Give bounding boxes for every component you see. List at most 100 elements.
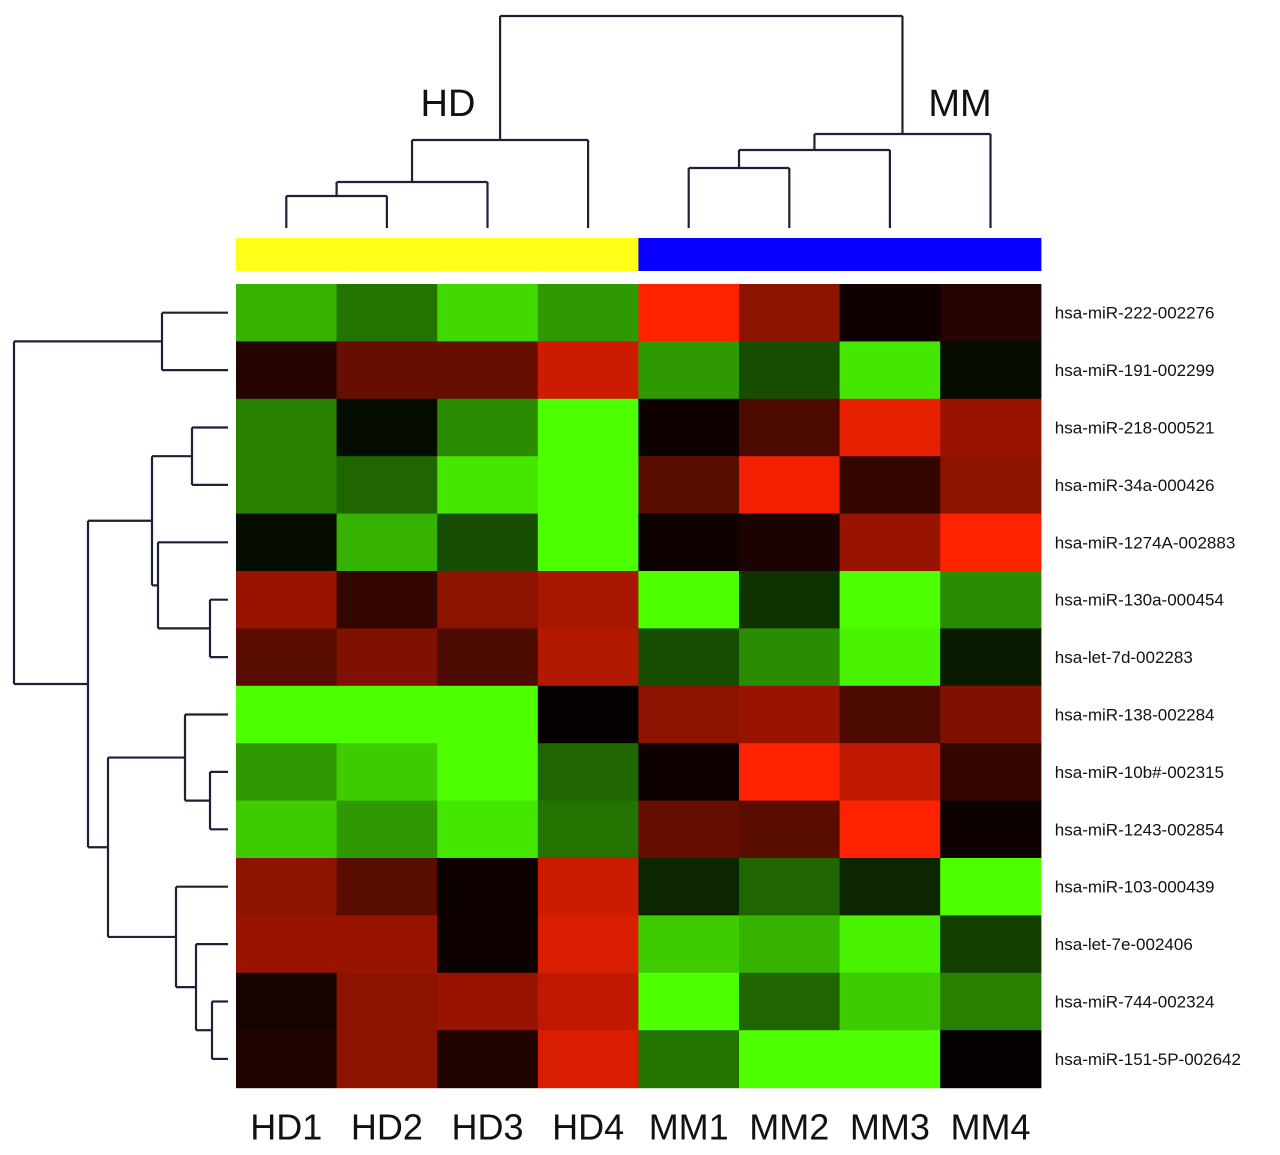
group-color-cell xyxy=(537,238,639,271)
heatmap-cell xyxy=(638,1030,740,1089)
heatmap-cell xyxy=(638,800,740,859)
heatmap-cell xyxy=(537,456,639,515)
heatmap-cell xyxy=(940,628,1042,687)
heatmap-cell xyxy=(940,858,1042,916)
heatmap-cell xyxy=(537,972,639,1031)
heatmap-cell xyxy=(336,284,438,342)
heatmap-cell xyxy=(336,972,438,1031)
row-labels: hsa-miR-222-002276 hsa-miR-191-002299 hsa-… xyxy=(1055,304,1241,1069)
heatmap-cell xyxy=(437,972,539,1031)
heatmap-cell xyxy=(236,398,338,457)
heatmap-cell xyxy=(940,456,1042,515)
heatmap-cell xyxy=(437,398,539,457)
heatmap-cell xyxy=(839,628,941,687)
heatmap-cell xyxy=(236,456,338,515)
heatmap-cell xyxy=(739,398,841,457)
heatmap-cell xyxy=(739,915,841,974)
heatmap-cell xyxy=(839,685,941,744)
heatmap-cell xyxy=(638,571,740,629)
heatmap-cell xyxy=(638,513,740,572)
heatmap-cell xyxy=(236,571,338,629)
heatmap-cell xyxy=(437,800,539,859)
heatmap-cell xyxy=(839,398,941,457)
heatmap-cell xyxy=(940,284,1042,342)
heatmap-cell xyxy=(437,284,539,342)
column-label: HD1 xyxy=(250,1107,322,1148)
group-color-cell xyxy=(437,238,539,271)
group-color-cell xyxy=(638,238,740,271)
heatmap-cell xyxy=(940,571,1042,629)
heatmap-cell xyxy=(537,1030,639,1089)
heatmap-cell xyxy=(739,456,841,515)
heatmap-cell xyxy=(638,972,740,1031)
row-dendrogram xyxy=(12,311,228,1061)
column-label: HD3 xyxy=(451,1107,523,1148)
row-label: hsa-miR-10b#-002315 xyxy=(1055,763,1224,782)
column-dendrogram xyxy=(285,14,992,228)
column-label: MM4 xyxy=(951,1107,1031,1148)
heatmap-cell xyxy=(940,513,1042,572)
row-label: hsa-let-7e-002406 xyxy=(1055,935,1193,954)
heatmap-cell xyxy=(336,1030,438,1089)
row-label: hsa-miR-1274A-002883 xyxy=(1055,533,1236,552)
heatmap-cell xyxy=(437,513,539,572)
heatmap-cell xyxy=(537,571,639,629)
group-label: HD xyxy=(421,83,476,125)
heatmap-cell xyxy=(839,284,941,342)
heatmap-cell xyxy=(236,858,338,916)
heatmap-cell xyxy=(940,972,1042,1031)
heatmap-cell xyxy=(739,628,841,687)
heatmap-cell xyxy=(839,800,941,859)
heatmap-cell xyxy=(739,858,841,916)
heatmap-cell xyxy=(437,456,539,515)
heatmap-cell xyxy=(437,628,539,687)
heatmap-cell xyxy=(839,341,941,400)
group-labels: HD MM xyxy=(421,83,992,125)
heatmap-cell xyxy=(537,398,639,457)
heatmap-cell xyxy=(940,341,1042,400)
heatmap-cell xyxy=(940,800,1042,859)
group-color-cell xyxy=(940,238,1042,271)
row-label: hsa-miR-1243-002854 xyxy=(1055,820,1224,839)
column-label: MM1 xyxy=(649,1107,729,1148)
heatmap-cell xyxy=(336,685,438,744)
heatmap-cell xyxy=(839,972,941,1031)
row-label: hsa-miR-138-002284 xyxy=(1055,706,1215,725)
row-label: hsa-miR-130a-000454 xyxy=(1055,591,1224,610)
heatmap-cell xyxy=(638,858,740,916)
heatmap-cell xyxy=(537,915,639,974)
heatmap-cell xyxy=(236,972,338,1031)
heatmap-cell xyxy=(236,341,338,400)
heatmap-cell xyxy=(537,513,639,572)
heatmap-cell xyxy=(839,513,941,572)
heatmap-cell xyxy=(839,915,941,974)
heatmap-cell xyxy=(336,628,438,687)
heatmap-cell xyxy=(437,915,539,974)
heatmap-cell xyxy=(236,284,338,342)
heatmap-cell xyxy=(336,456,438,515)
heatmap-cell xyxy=(336,800,438,859)
column-label: MM2 xyxy=(749,1107,829,1148)
heatmap-cell xyxy=(739,743,841,802)
heatmap-cell xyxy=(437,858,539,916)
row-label: hsa-let-7d-002283 xyxy=(1055,648,1193,667)
heatmap-cell xyxy=(739,284,841,342)
heatmap-cell xyxy=(638,456,740,515)
heatmap-cell xyxy=(739,800,841,859)
heatmap-cell xyxy=(537,800,639,859)
heatmap-cell xyxy=(336,341,438,400)
heatmap-cell xyxy=(537,341,639,400)
heatmap-cell xyxy=(940,743,1042,802)
heatmap-cell xyxy=(739,972,841,1031)
heatmap-cell xyxy=(437,571,539,629)
row-label: hsa-miR-34a-000426 xyxy=(1055,476,1215,495)
heatmap-cell xyxy=(638,743,740,802)
group-color-cell xyxy=(236,238,338,271)
heatmap-cell xyxy=(839,1030,941,1089)
heatmap-cell xyxy=(839,743,941,802)
heatmap-cell xyxy=(537,284,639,342)
heatmap-cell xyxy=(236,1030,338,1089)
heatmap-cell xyxy=(739,1030,841,1089)
heatmap-cell xyxy=(336,398,438,457)
